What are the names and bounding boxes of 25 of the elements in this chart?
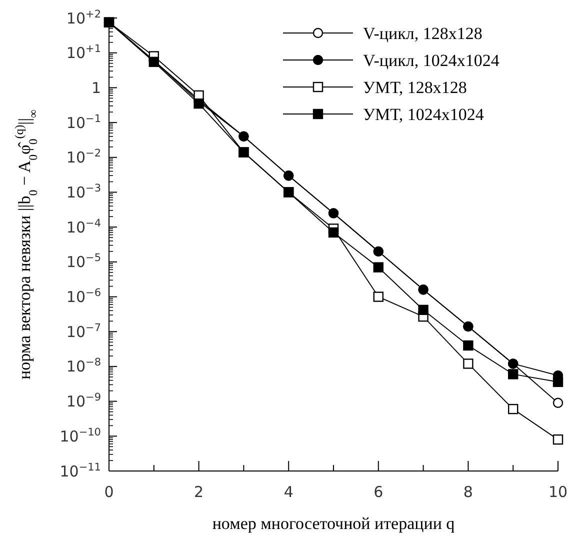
x-axis-title: номер многосеточной итерации q (212, 514, 456, 533)
legend-label: V-цикл, 128x128 (363, 24, 482, 43)
legend-label: УМТ, 128x128 (363, 78, 467, 97)
y-tick-label: 10$^{−8}$ (66, 356, 101, 376)
x-tick-label: 10 (548, 483, 568, 501)
y-tick-label: 10$^{−7}$ (66, 322, 101, 341)
y-tick-label: 10$^{−3}$ (66, 182, 101, 202)
legend-label: V-цикл, 1024x1024 (363, 50, 500, 70)
x-tick-label: 4 (284, 483, 294, 501)
y-tick-label: 10$^{−5}$ (66, 252, 101, 272)
x-tick-label: 0 (104, 483, 114, 501)
y-tick-label: 10$^{+1}$ (66, 43, 101, 62)
y-tick-label: 10$^{−10}$ (60, 426, 101, 446)
x-tick-label: 8 (463, 483, 473, 501)
y-tick-label: 10$^{−2}$ (66, 148, 101, 167)
y-tick-label: 10$^{−4}$ (66, 217, 102, 236)
y-tick-label: 10$^{−6}$ (66, 287, 102, 306)
y-tick-label: 1 (91, 78, 101, 97)
legend-label: УМТ, 1024x1024 (363, 104, 484, 124)
y-tick-label: 10$^{−9}$ (66, 392, 101, 411)
x-tick-label: 2 (194, 483, 204, 501)
x-tick-label: 6 (374, 483, 384, 501)
y-tick-label: 10$^{−1}$ (66, 112, 101, 132)
y-tick-label: 10$^{−11}$ (60, 461, 101, 480)
y-tick-label: 10$^{+2}$ (66, 8, 101, 28)
